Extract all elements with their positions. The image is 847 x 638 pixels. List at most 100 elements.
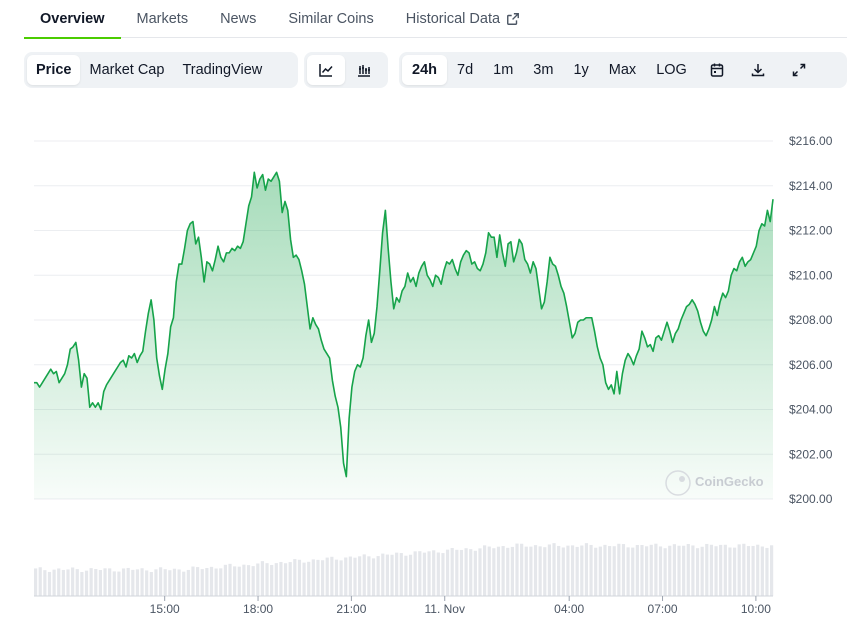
volume-bar (330, 556, 334, 596)
x-tick-label: 21:00 (336, 602, 366, 616)
volume-bar (112, 571, 116, 596)
volume-bar (575, 546, 579, 596)
tab-similar-coins[interactable]: Similar Coins (272, 0, 389, 38)
tradingview-button[interactable]: TradingView (182, 62, 263, 78)
tab-label: Similar Coins (288, 11, 374, 27)
volume-bar (38, 567, 42, 596)
volume-bar (367, 556, 371, 596)
price-button[interactable]: Price (27, 55, 81, 85)
volume-bar (607, 546, 612, 596)
volume-bar (260, 561, 265, 596)
range-1y-button[interactable]: 1y (573, 62, 589, 78)
volume-bar (237, 566, 241, 596)
volume-bar (103, 568, 107, 596)
volume-bar (158, 567, 163, 596)
volume-bar (700, 546, 704, 596)
volume-bar (649, 544, 653, 596)
volume-bar (533, 545, 538, 596)
volume-bar (279, 561, 283, 596)
volume-bar (242, 564, 246, 596)
volume-bar (66, 569, 70, 596)
volume-bar (552, 543, 556, 596)
volume-bar (445, 549, 450, 596)
price-chart[interactable]: $200.00 $202.00 $204.00 $206.00 $208.00 $210.… (0, 100, 847, 638)
volume-bar (584, 543, 589, 596)
volume-bar (108, 568, 112, 596)
volume-bar (177, 569, 181, 596)
range-3m-button[interactable]: 3m (533, 62, 554, 78)
volume-bar (760, 546, 764, 596)
volume-bar (515, 543, 519, 596)
chart-style-switcher (304, 52, 388, 88)
volume-bar (145, 570, 149, 596)
calendar-button[interactable] (697, 55, 738, 85)
volume-bar (658, 546, 663, 596)
volume-bar (746, 546, 751, 596)
volume-bar (603, 544, 607, 596)
tab-news[interactable]: News (204, 0, 272, 38)
volume-bar (469, 549, 473, 596)
range-7d-button[interactable]: 7d (457, 62, 474, 78)
volume-bar (728, 547, 732, 596)
volume-bar (121, 568, 126, 596)
volume-bar (570, 545, 575, 596)
volume-bar (34, 568, 38, 596)
y-tick-label: $208.00 (789, 313, 833, 327)
volume-bar (566, 545, 570, 596)
volume-bar (691, 545, 695, 596)
volume-bar (751, 545, 755, 596)
tab-markets[interactable]: Markets (121, 0, 205, 38)
volume-bar (612, 546, 616, 596)
volume-bar (714, 546, 718, 596)
volume-bar (635, 545, 639, 596)
market-cap-button[interactable]: Market Cap (89, 62, 165, 78)
volume-bar (617, 543, 621, 596)
range-log-button[interactable]: LOG (656, 62, 687, 78)
chart-mode-switcher: Price Market Cap TradingView (24, 52, 298, 88)
y-tick-label: $206.00 (789, 358, 833, 372)
volume-bar (723, 544, 727, 596)
volume-bar (353, 557, 357, 596)
volume-bar (645, 546, 649, 596)
range-24h-button[interactable]: 24h (402, 55, 447, 85)
volume-bar (325, 557, 329, 596)
volume-bar (154, 569, 158, 596)
volume-bar (311, 559, 315, 596)
volume-bar (265, 563, 269, 596)
price-line (34, 171, 774, 478)
tab-historical-data[interactable]: Historical Data (390, 0, 536, 38)
tab-overview[interactable]: Overview (24, 0, 121, 39)
line-chart-icon (318, 62, 334, 78)
volume-bar (640, 545, 644, 596)
volume-bar (501, 546, 505, 596)
watermark-text: CoinGecko (695, 474, 764, 489)
volume-bar (520, 543, 524, 596)
range-max-button[interactable]: Max (608, 62, 637, 78)
volume-bar (557, 545, 561, 596)
volume-bar (695, 548, 700, 596)
volume-bar (288, 562, 292, 596)
volume-bar (404, 555, 408, 596)
volume-bar (705, 543, 709, 596)
y-tick-label: $216.00 (789, 134, 833, 148)
coingecko-logo-eye (679, 476, 685, 482)
download-button[interactable] (738, 55, 779, 85)
volume-bar (80, 571, 84, 596)
y-tick-label: $202.00 (789, 447, 833, 461)
y-tick-label: $212.00 (789, 224, 833, 238)
volume-bar (422, 552, 427, 596)
fullscreen-button[interactable] (779, 55, 820, 85)
volume-bar (654, 543, 658, 596)
candlestick-chart-button[interactable] (345, 55, 383, 85)
volume-bar (709, 544, 714, 596)
volume-bar (205, 567, 209, 596)
y-tick-label: $210.00 (789, 268, 833, 282)
range-1m-button[interactable]: 1m (493, 62, 514, 78)
external-link-icon (506, 12, 520, 26)
volume-bar (483, 545, 487, 596)
volume-bar (589, 544, 593, 596)
volume-bar (682, 545, 686, 596)
line-chart-button[interactable] (307, 55, 345, 85)
volume-bar (61, 569, 65, 596)
volume-bar (98, 569, 103, 596)
